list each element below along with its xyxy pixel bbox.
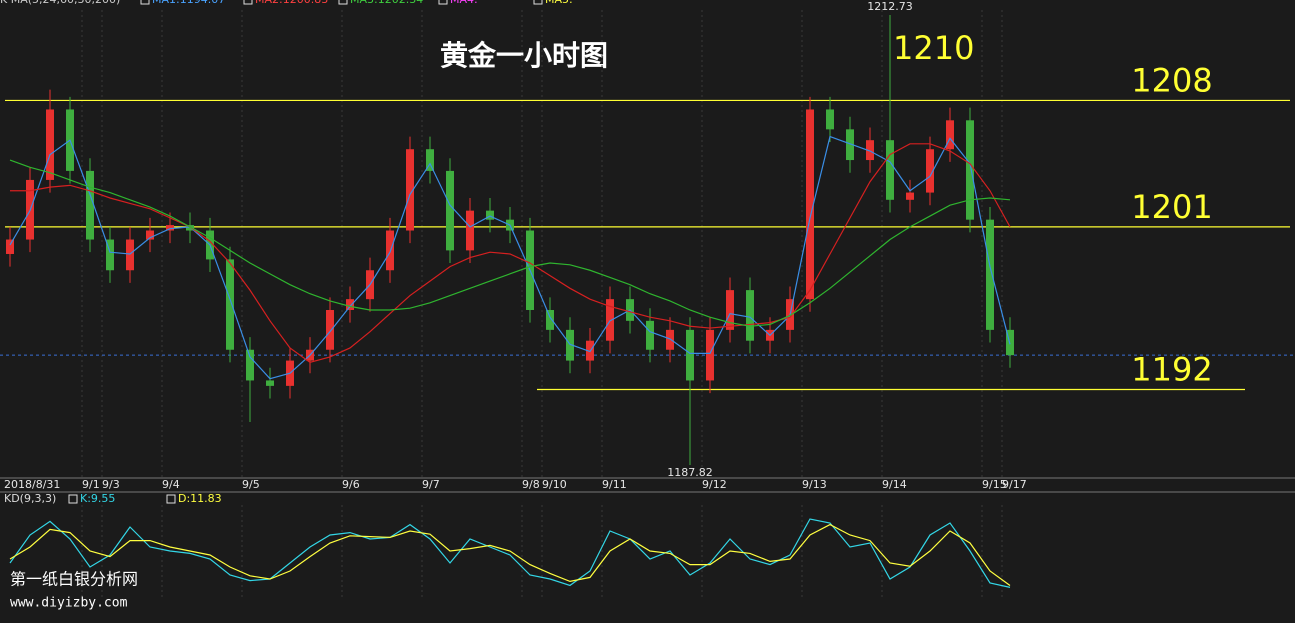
checkbox <box>438 0 448 5</box>
watermark-title: 第一纸白银分析网 <box>10 570 138 589</box>
candle-body <box>326 309 334 350</box>
candle-body <box>826 109 834 130</box>
candle-body <box>986 219 994 330</box>
header-label: K MA(5,24,60,30,200) <box>0 0 120 6</box>
candle-body <box>6 239 14 254</box>
x-tick-label: 9/1 <box>82 478 100 491</box>
watermark-url: www.diyizby.com <box>10 596 128 611</box>
candle-body <box>666 329 674 350</box>
header-label: MA3:1202.34 <box>350 0 423 6</box>
chart-title: 黄金一小时图 <box>440 39 608 72</box>
candle-body <box>946 120 954 150</box>
candle-body <box>686 329 694 381</box>
candle-body <box>566 329 574 361</box>
candle-body <box>486 210 494 220</box>
checkbox <box>533 0 543 5</box>
x-tick-label: 9/13 <box>802 478 827 491</box>
kd-label: KD(9,3,3) <box>4 492 56 505</box>
checkbox <box>243 0 253 5</box>
x-tick-label: 2018/8/31 <box>4 478 60 491</box>
candle-body <box>146 230 154 240</box>
candle-body <box>966 120 974 220</box>
checkbox <box>166 494 176 504</box>
candle-body <box>806 109 814 300</box>
candle-body <box>606 299 614 341</box>
kd-line <box>9 518 1011 588</box>
candle-body <box>906 192 914 200</box>
candle-body <box>746 290 754 341</box>
candle-body <box>546 309 554 330</box>
candle-body <box>226 259 234 350</box>
low-label: 1187.82 <box>667 466 713 479</box>
candle-body <box>846 129 854 161</box>
candle-body <box>706 329 714 381</box>
checkbox <box>338 0 348 5</box>
kd-line <box>9 523 1011 587</box>
candle-body <box>126 239 134 271</box>
x-tick-label: 9/8 <box>522 478 540 491</box>
ma-line <box>9 159 1011 327</box>
ma-line <box>9 135 1011 380</box>
candle-body <box>186 225 194 231</box>
level-label: 1208 <box>1131 61 1212 99</box>
kd-label: D:11.83 <box>178 492 222 505</box>
candle-body <box>466 210 474 251</box>
x-tick-label: 9/14 <box>882 478 907 491</box>
candle-body <box>926 149 934 193</box>
candle-body <box>866 140 874 161</box>
x-tick-label: 9/3 <box>102 478 120 491</box>
checkbox <box>68 494 78 504</box>
candle-body <box>46 109 54 180</box>
candle-body <box>406 149 414 231</box>
candle-body <box>646 320 654 350</box>
checkbox <box>140 0 150 5</box>
x-tick-label: 9/7 <box>422 478 440 491</box>
kd-label: K:9.55 <box>80 492 115 505</box>
candle-body <box>426 149 434 171</box>
candle-body <box>266 380 274 386</box>
level-label: 1192 <box>1131 350 1212 388</box>
candle-body <box>446 170 454 251</box>
x-tick-label: 9/6 <box>342 478 360 491</box>
candle-body <box>726 290 734 330</box>
x-tick-label: 9/15 <box>982 478 1007 491</box>
level-label: 1201 <box>1131 188 1212 226</box>
x-tick-label: 9/4 <box>162 478 180 491</box>
x-tick-label: 9/10 <box>542 478 567 491</box>
candle-body <box>246 349 254 381</box>
x-tick-label: 9/5 <box>242 478 260 491</box>
candle-body <box>166 225 174 231</box>
header-label: MA4: <box>450 0 478 6</box>
header-label: MA2:1200.83 <box>255 0 328 6</box>
annotation: 1210 <box>893 29 974 67</box>
candle-body <box>86 170 94 240</box>
candle-body <box>346 299 354 310</box>
ma-line <box>10 143 1011 364</box>
x-tick-label: 9/17 <box>1002 478 1027 491</box>
high-label: 1212.73 <box>867 0 913 13</box>
header-label: MA1:1194.07 <box>152 0 225 6</box>
x-tick-label: 9/12 <box>702 478 727 491</box>
candle-body <box>106 239 114 271</box>
candle-body <box>886 140 894 200</box>
x-tick-label: 9/11 <box>602 478 627 491</box>
header-label: MA5: <box>545 0 573 6</box>
